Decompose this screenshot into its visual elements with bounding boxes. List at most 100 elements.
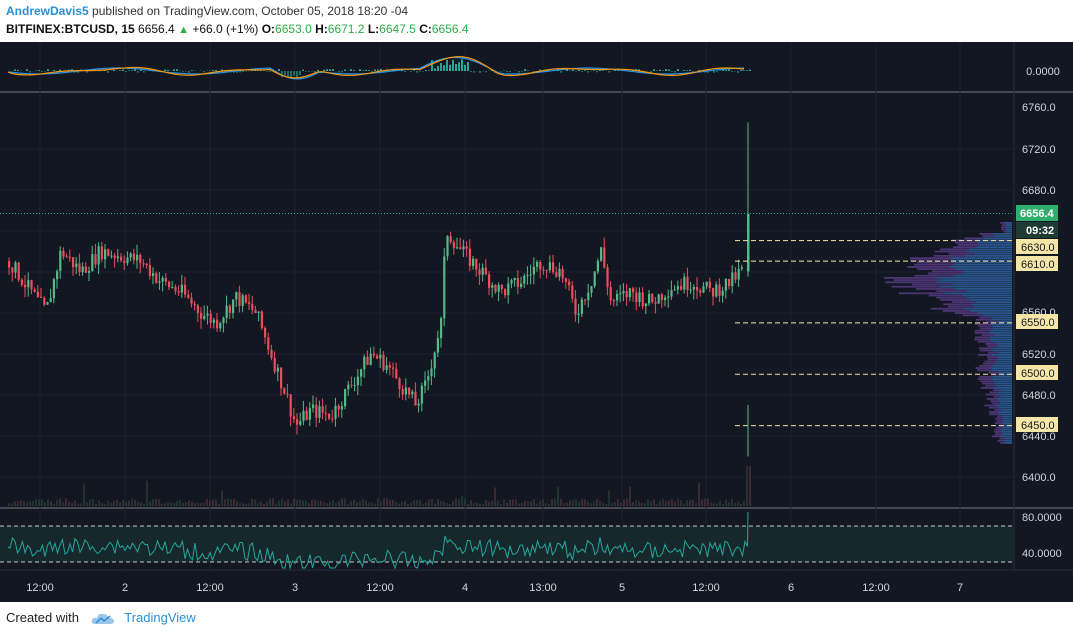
volume-profile-bar [916,261,955,264]
candle-body [555,272,558,277]
volume-profile-bar [979,233,993,235]
macd-histogram-bar [221,69,223,71]
low-label: L: [367,22,380,36]
volume-bar [740,503,742,506]
candle-body [552,262,555,273]
volume-bar [521,502,523,506]
volume-bar [62,502,64,506]
volume-bar [470,500,472,506]
close-value: 6656.4 [431,22,469,36]
volume-bar [155,499,157,506]
chart-area[interactable]: 0.0000 6760.0 6720.0 6680.0 6560.0 6520.… [0,42,1073,602]
volume-bar [371,502,373,506]
volume-bar [74,500,76,506]
candle-body [590,286,593,293]
volume-profile-bar [1002,420,1012,422]
volume-bar [257,503,259,506]
candle-body [539,261,542,270]
volume-profile-bar [986,321,997,323]
tradingview-link[interactable]: TradingView [124,610,196,625]
macd-histogram-bar [140,69,142,71]
volume-profile-bar [917,268,956,270]
volume-profile-bar [986,398,997,400]
volume-profile-bar [997,351,1012,354]
price-tick-6680: 6680.0 [1022,185,1056,197]
candle-body [14,262,17,273]
volume-profile-bar [974,252,1012,255]
volume-profile-bar [953,274,1012,277]
candle-body [660,294,663,301]
price-tick-6440: 6440.0 [1022,431,1056,443]
macd-histogram-bar [173,69,175,71]
macd-histogram-bar [722,69,724,71]
volume-bar [425,502,427,506]
macd-histogram-bar [215,69,217,71]
macd-histogram-bar [665,69,667,71]
volume-profile-bar [994,362,1012,365]
volume-bar [368,502,370,506]
volume-bar [578,501,580,506]
volume-profile-bar [1005,226,1012,229]
volume-profile-bar [997,371,1012,374]
volume-bar [137,501,139,506]
author-link[interactable]: AndrewDavis5 [6,4,89,18]
volume-bar [221,490,223,506]
volume-profile-bar [949,266,1012,268]
macd-histogram-bar [14,69,16,71]
candle-body [273,357,276,372]
candle-body [500,284,503,290]
volume-bar [635,499,637,506]
volume-profile-bar [954,288,1012,290]
candle-body [532,266,535,275]
volume-profile-bar [977,369,992,372]
volume-profile-bar [994,382,1012,385]
volume-bar [35,499,37,506]
volume-profile-bar [954,312,978,314]
volume-bar [449,503,451,506]
chart-canvas[interactable]: 0.0000 6760.0 6720.0 6680.0 6560.0 6520.… [0,42,1073,602]
candle-body [43,297,46,305]
time-label: 2 [122,582,128,594]
volume-profile-bar [1001,431,1012,433]
volume-bar [416,500,418,506]
time-label: 3 [292,582,298,594]
macd-histogram-bar [371,71,373,73]
candle-body [440,318,443,339]
symbol-name[interactable]: BITFINEX:BTCUSD, 15 [6,22,135,36]
macd-histogram-bar [467,61,469,71]
volume-bar [29,501,31,506]
volume-profile-bar [1001,433,1012,435]
price-levels [0,212,1014,457]
volume-profile-bar [991,369,1012,372]
volume-profile-bar [962,314,983,317]
volume-profile-bar [931,307,964,310]
macd-histogram-bar [572,69,574,71]
volume-bar [524,500,526,506]
candle-body [158,281,161,283]
volume-bar [341,498,343,506]
candle-body [497,284,500,292]
volume-profile-bar [987,358,998,361]
level-text-6550: 6550.0 [1021,317,1055,329]
macd-histogram-bar [587,71,589,73]
candle-body [302,410,305,422]
candle-body [558,268,561,277]
volume-profile-bar [984,384,996,387]
candle-body [312,404,315,409]
volume-bar [278,500,280,506]
candle-body [244,295,247,303]
candle-body [209,313,212,323]
volume-profile-bar [992,349,1012,352]
macd-histogram-bar [41,71,43,73]
volume-bar [656,503,658,506]
candle-body [190,297,193,304]
candle-body [676,286,679,290]
macd-histogram-bar [242,71,244,72]
volume-bar [680,500,682,506]
macd-histogram-bar [518,71,520,73]
candle-body [286,393,289,395]
candle-body [318,406,321,418]
macd-histogram-bar [326,69,328,71]
volume-profile-bar [994,433,1002,435]
candle-body [152,273,155,276]
